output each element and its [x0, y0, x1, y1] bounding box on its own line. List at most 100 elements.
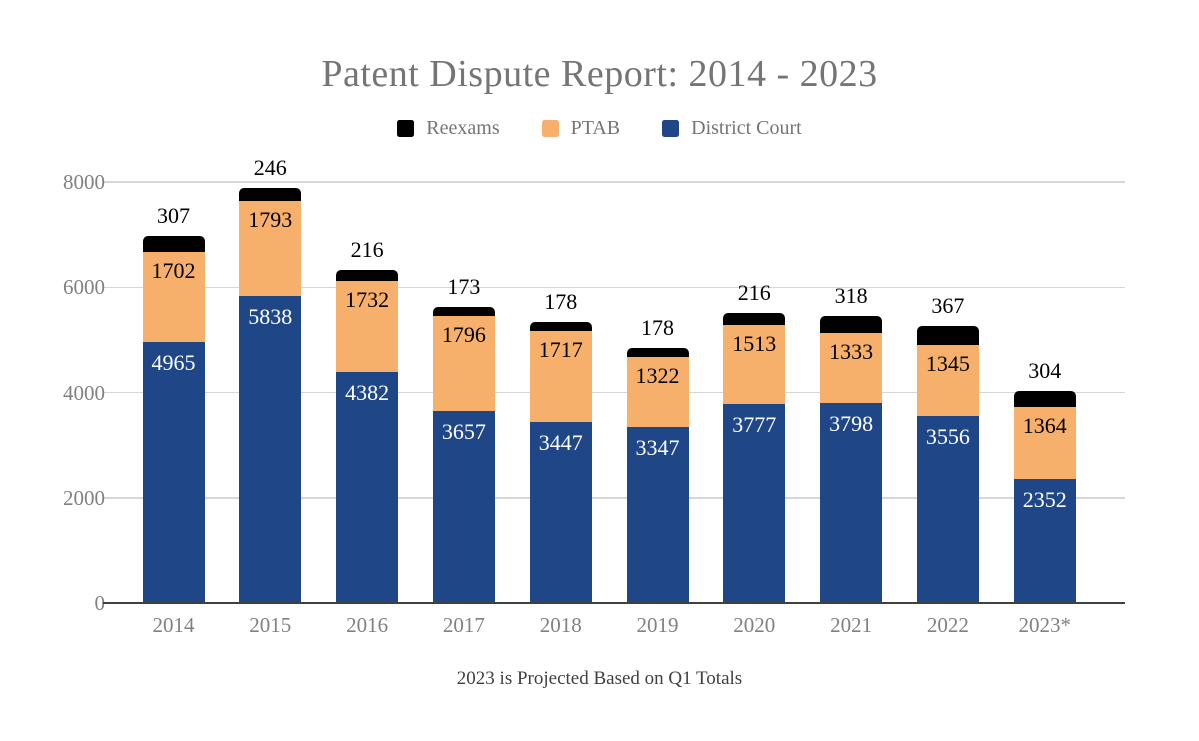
- bar-group-2014: 307 1702 4965: [142, 205, 205, 603]
- bar-segment-reexams-2018: [529, 321, 592, 332]
- bar-segment-reexams-2016: [336, 269, 399, 282]
- y-axis-tick-0: 0: [94, 591, 106, 615]
- value-label-reexams-2021: 318: [834, 283, 868, 309]
- value-label-reexams-2023: 304: [1028, 358, 1062, 384]
- value-label-reexams-2022: 367: [931, 292, 965, 318]
- bar-segment-ptab-2020: 1513: [723, 324, 786, 405]
- bar-segment-ptab-2019: 1322: [626, 357, 689, 427]
- bar-segment-district-court-2022: 3556: [916, 415, 979, 603]
- value-label-reexams-2018: 178: [544, 288, 578, 314]
- bar-segment-district-court-2020: 3777: [723, 404, 786, 603]
- value-label-reexams-2016: 216: [350, 236, 384, 262]
- bar-segment-ptab-2017: 1796: [432, 316, 495, 411]
- value-label-ptab-2020: 1513: [732, 330, 777, 356]
- bar-group-2016: 216 1732 4382: [336, 238, 399, 603]
- x-axis-line: [103, 602, 1125, 604]
- bar-group-2019: 178 1322 3347: [626, 316, 689, 603]
- bar-segment-district-court-2021: 3798: [820, 403, 883, 603]
- value-label-ptab-2016: 1732: [345, 287, 390, 313]
- value-label-district-court-2020: 3777: [732, 412, 777, 438]
- legend-label-district-court: District Court: [691, 117, 802, 139]
- gridline-6000: [103, 286, 1125, 288]
- bar-group-2017: 173 1796 3657: [432, 275, 495, 603]
- legend-item-district-court: District Court: [662, 118, 802, 138]
- value-label-district-court-2016: 4382: [345, 380, 390, 406]
- bar-group-2021: 318 1333 3798: [820, 285, 883, 603]
- x-axis-tick-2020: 2020: [733, 613, 776, 637]
- chart-footnote: 2023 is Projected Based on Q1 Totals: [456, 668, 743, 689]
- chart-title: Patent Dispute Report: 2014 - 2023: [321, 53, 878, 95]
- bar-group-2018: 178 1717 3447: [529, 290, 592, 603]
- legend-item-ptab: PTAB: [541, 117, 621, 139]
- bar-segment-district-court-2018: 3447: [529, 421, 592, 603]
- bar-segment-district-court-2023: 2352: [1013, 479, 1076, 603]
- bar-segment-reexams-2022: [916, 325, 979, 346]
- legend-item-reexams: Reexams: [397, 117, 500, 139]
- bar-group-2015: 246 1793 5838: [239, 157, 302, 603]
- bar-segment-reexams-2019: [626, 347, 689, 358]
- y-axis-tick-4000: 4000: [63, 380, 105, 405]
- bar-segment-ptab-2014: 1702: [142, 252, 205, 342]
- legend-label-reexams: Reexams: [426, 117, 500, 139]
- legend-swatch-ptab: [541, 119, 559, 137]
- value-label-ptab-2021: 1333: [829, 338, 874, 364]
- value-label-reexams-2017: 173: [447, 273, 481, 299]
- value-label-ptab-2023: 1364: [1022, 413, 1067, 439]
- value-label-reexams-2015: 246: [253, 155, 287, 181]
- bar-segment-reexams-2021: [820, 316, 883, 333]
- value-label-district-court-2019: 3347: [635, 434, 680, 460]
- bar-group-2023: 304 1364 2352: [1013, 360, 1076, 603]
- value-label-district-court-2022: 3556: [925, 423, 970, 449]
- gridline-2000: [103, 497, 1125, 499]
- x-axis-tick-2021: 2021: [830, 613, 873, 637]
- value-label-reexams-2014: 307: [157, 203, 190, 228]
- bar-group-2022: 367 1345 3556: [916, 294, 979, 603]
- x-axis-tick-2014: 2014: [152, 613, 195, 637]
- x-axis-tick-2016: 2016: [346, 613, 389, 637]
- gridline-4000: [103, 391, 1125, 394]
- x-axis-tick-2023: 2023*: [1018, 613, 1071, 637]
- legend-label-ptab: PTAB: [570, 117, 621, 139]
- value-label-district-court-2018: 3447: [538, 429, 583, 455]
- y-axis-tick-6000: 6000: [63, 275, 105, 300]
- value-label-ptab-2018: 1717: [538, 337, 583, 363]
- value-label-ptab-2022: 1345: [925, 351, 970, 377]
- value-label-reexams-2019: 178: [641, 314, 674, 340]
- value-label-reexams-2020: 216: [737, 280, 771, 306]
- value-label-district-court-2017: 3657: [441, 418, 486, 444]
- bar-segment-ptab-2015: 1793: [239, 201, 302, 296]
- value-label-ptab-2019: 1322: [635, 363, 680, 389]
- legend-swatch-reexams: [397, 119, 415, 137]
- value-label-ptab-2015: 1793: [248, 207, 293, 233]
- bar-segment-district-court-2019: 3347: [626, 426, 689, 603]
- x-axis-tick-2018: 2018: [539, 613, 582, 637]
- y-axis-tick-8000: 8000: [63, 170, 105, 194]
- bar-segment-reexams-2023: [1013, 391, 1076, 408]
- bar-segment-ptab-2022: 1345: [916, 345, 979, 416]
- x-axis-tick-2022: 2022: [926, 613, 969, 637]
- y-axis-tick-2000: 2000: [63, 485, 105, 510]
- bar-segment-reexams-2014: [142, 236, 205, 253]
- bar-segment-reexams-2020: [723, 313, 786, 325]
- plot-area: 0 2000 4000 6000 8000 307 1702 4965 2014 246 1793 5…: [63, 157, 1125, 636]
- bar-segment-ptab-2018: 1717: [529, 331, 592, 422]
- bar-segment-reexams-2015: [239, 188, 302, 202]
- bar-segment-ptab-2021: 1333: [820, 332, 883, 404]
- bar-segment-district-court-2015: 5838: [239, 295, 302, 603]
- value-label-district-court-2023: 2352: [1022, 487, 1067, 513]
- gridline-8000: [103, 181, 1125, 183]
- value-label-district-court-2021: 3798: [829, 411, 874, 437]
- value-label-district-court-2015: 5838: [248, 303, 293, 329]
- bar-group-2020: 216 1513 3777: [723, 282, 786, 603]
- x-axis-tick-2019: 2019: [636, 613, 679, 637]
- bar-segment-district-court-2014: 4965: [142, 341, 205, 603]
- bar-segment-district-court-2016: 4382: [336, 372, 399, 603]
- bar-segment-reexams-2017: [432, 306, 495, 317]
- value-label-ptab-2017: 1796: [441, 322, 486, 348]
- bar-segment-ptab-2016: 1732: [336, 281, 399, 373]
- value-label-district-court-2014: 4965: [151, 349, 196, 375]
- bar-segment-ptab-2023: 1364: [1013, 407, 1076, 480]
- value-label-ptab-2014: 1702: [151, 258, 196, 284]
- x-axis-tick-2017: 2017: [442, 613, 485, 637]
